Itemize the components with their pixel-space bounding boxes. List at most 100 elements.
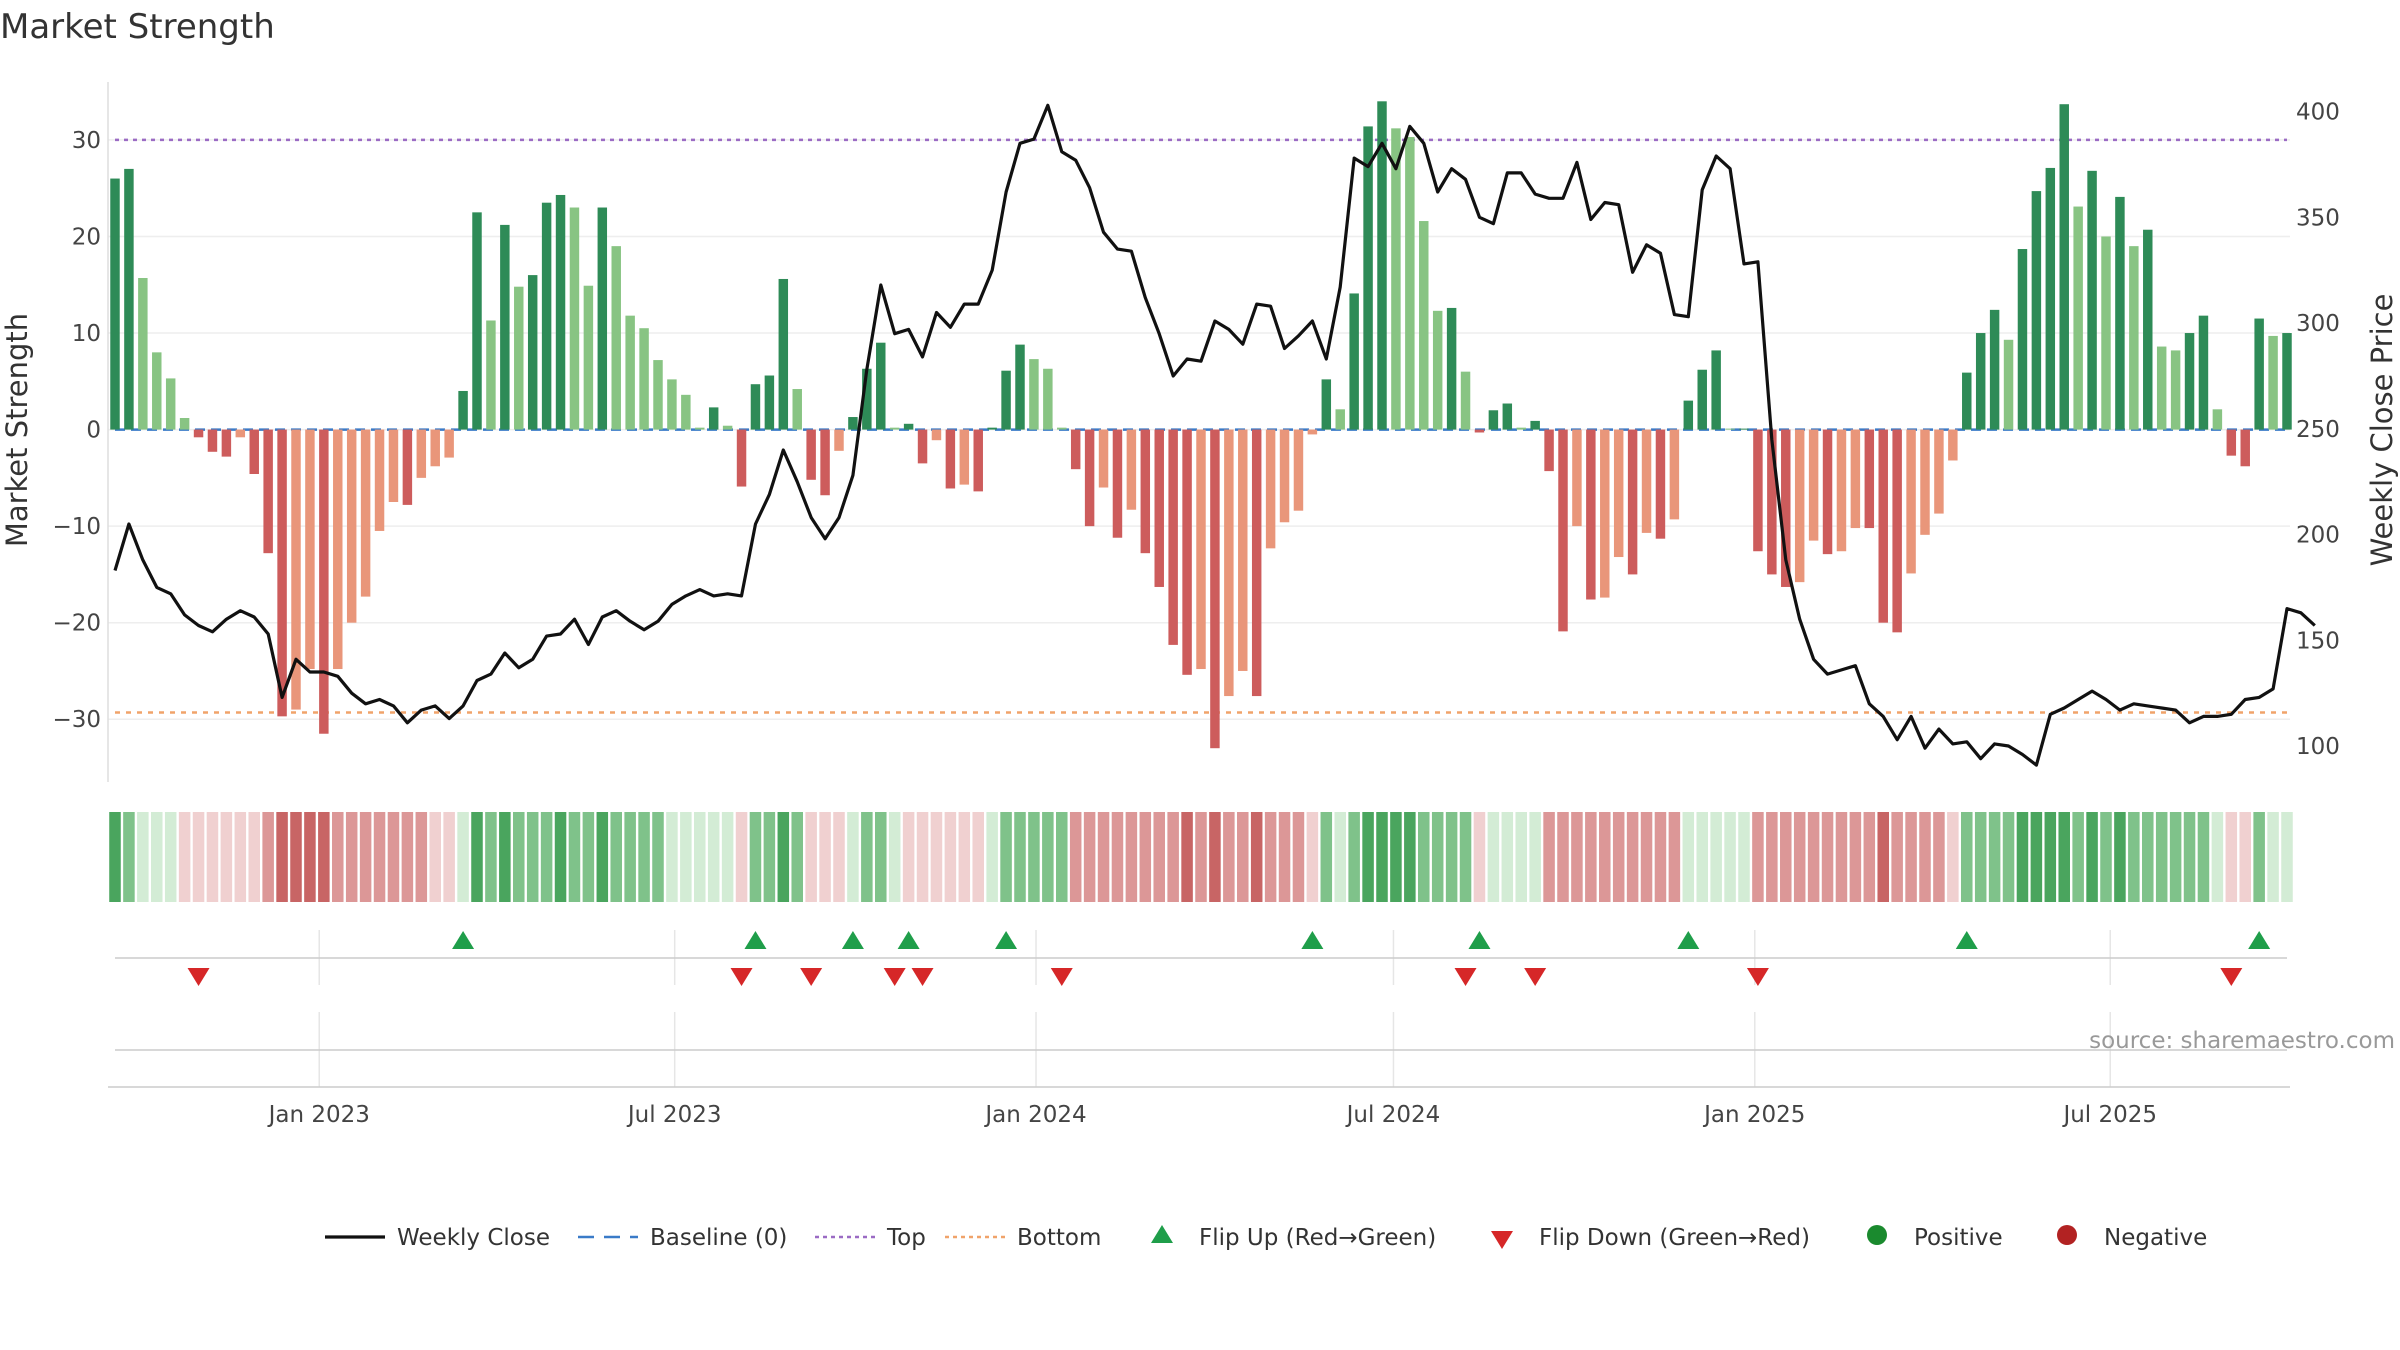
strip-cell [1348,812,1360,902]
strip-cell [1612,812,1625,902]
y-tick-left: 30 [72,128,101,154]
flip-up-marker [1955,931,1978,949]
legend-label: Flip Down (Green→Red) [1539,1225,1810,1251]
strength-bar [346,429,357,623]
strip-cell [1668,812,1681,902]
strength-bar [235,429,246,438]
strength-bar [402,429,413,505]
strength-bar [124,168,134,430]
strength-bar [1070,429,1081,470]
legend-label: Flip Up (Red→Green) [1199,1225,1436,1251]
strength-bar [360,429,371,597]
strength-bar [277,429,287,717]
strength-bar [1474,429,1485,433]
legend-item: Weekly Close [325,1225,550,1251]
flip-up-marker [897,931,920,949]
strip-cell [1000,812,1012,902]
y-tick-right: 250 [2296,417,2340,443]
strip-cell [847,812,859,902]
y-tick-left: 20 [72,224,101,250]
strip-cell [1835,812,1848,902]
strength-bar [834,429,844,451]
strip-cell [916,812,929,902]
strength-bar [736,429,747,487]
legend-swatch-circle [2057,1225,2077,1245]
y-tick-right: 200 [2296,523,2340,549]
strength-bar [2226,429,2237,456]
strip-cell [415,812,428,902]
strip-cell [819,812,831,902]
strength-bar [1822,429,1833,555]
strip-cell [721,812,734,902]
strength-bar [1613,429,1624,558]
strength-bar [1391,128,1401,430]
strength-bar [1850,429,1861,529]
strip-cell [833,812,845,902]
strip-cell [1487,812,1500,902]
strength-bar [2087,170,2097,430]
strength-bar [1920,429,1930,535]
y-tick-left: −30 [52,707,101,733]
strip-cell [526,812,539,902]
strength-bar [1753,429,1763,552]
weekly-close-line [113,103,2316,767]
strength-bar [1307,429,1318,435]
strength-bar [1572,429,1582,527]
strip-cell [1780,812,1792,902]
strip-cell [1362,812,1374,902]
strip-cell [2225,812,2238,902]
strip-cell [1167,812,1179,902]
strip-cell [2030,812,2043,902]
strength-bar [2268,335,2278,430]
strip-cell [735,812,748,902]
strength-bar [625,315,635,430]
flip-down-marker [1524,968,1547,986]
strength-bar [1196,429,1206,670]
strip-cell [345,812,358,902]
strip-cell [1738,812,1750,902]
weekly-close-series [113,103,2316,767]
strength-bar [207,429,218,452]
strip-cell [2253,812,2265,902]
strip-cell [1250,812,1263,902]
legend-swatch-tri-up [1151,1225,1173,1243]
flip-down-marker [730,968,753,986]
strength-bar [319,429,329,734]
strength-bar [1251,429,1262,697]
strength-bar [806,429,816,480]
strength-bar [472,212,482,430]
strength-bar [722,425,733,430]
strength-bar [527,275,538,430]
strip-cell [1891,812,1903,902]
strength-bar [388,429,399,502]
strength-bar [1586,429,1596,600]
strength-bar [2059,104,2069,430]
flip-marker-axis [108,957,2290,1088]
strip-cell [359,812,372,902]
strip-cell [763,812,776,902]
strip-cell [554,812,567,902]
strip-cell [944,812,957,902]
strip-cell [1223,812,1235,902]
strip-cell [262,812,274,902]
flip-up-marker [841,931,864,949]
source-credit: source: sharemaestro.com [2089,1028,2395,1054]
strip-cell [1599,812,1611,902]
strength-bar [1948,429,1958,461]
strength-bar [165,378,176,430]
strip-cell [1111,812,1124,902]
strength-bar [333,429,343,670]
strip-cell [707,812,720,902]
strip-cell [1515,812,1527,902]
flip-down-marker [883,968,906,986]
axis-ticks: 3020100−10−20−30400350300250200150100Jan… [52,100,2339,1128]
strength-bar [2073,206,2083,430]
strip-cell [1571,812,1583,902]
strength-bar [1864,429,1875,529]
strip-cell [513,812,525,902]
strip-cell [290,812,302,902]
strength-bar [2143,229,2153,430]
strength-bar [583,285,594,430]
strip-cell [123,812,135,902]
